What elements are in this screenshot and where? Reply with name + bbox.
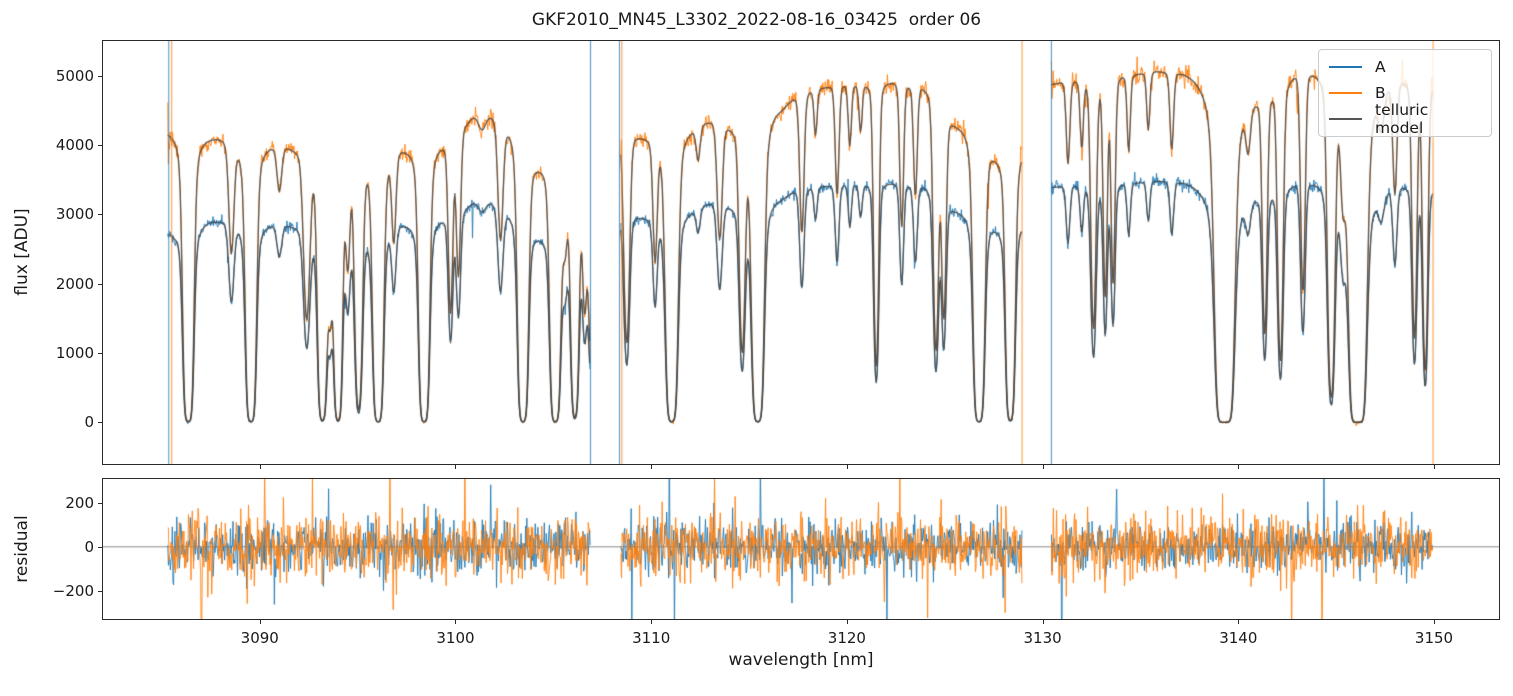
x-tick-mark-flux: [1434, 465, 1436, 469]
legend-label-b: B: [1375, 84, 1386, 102]
x-tick-mark-flux: [651, 465, 653, 469]
x-tick-mark-residual: [846, 620, 848, 624]
y-tick-mark-flux: [98, 283, 102, 285]
y-tick-mark-residual: [98, 590, 102, 592]
legend: A B telluric model: [1318, 49, 1492, 137]
x-tick-mark-residual: [259, 620, 261, 624]
flux-plot-canvas: [103, 41, 1499, 464]
x-tick-mark-flux: [455, 465, 457, 469]
legend-entry-telluric-model: telluric model: [1329, 101, 1481, 137]
y-tick-mark-flux: [98, 75, 102, 77]
y-tick-mark-flux: [98, 353, 102, 355]
residual-axes: [102, 478, 1500, 620]
y-tick-mark-flux: [98, 422, 102, 424]
x-tick-label: 3150: [1414, 629, 1454, 647]
plot-title: GKF2010_MN45_L3302_2022-08-16_03425 orde…: [531, 10, 982, 30]
residual-tick-label: 0: [84, 537, 94, 556]
legend-label-telluric: telluric model: [1375, 101, 1429, 137]
x-tick-mark-flux: [1238, 465, 1240, 469]
x-tick-label: 3100: [436, 629, 475, 647]
x-tick-mark-residual: [1434, 620, 1436, 624]
x-axis-label: wavelength [nm]: [728, 650, 874, 670]
legend-entry-a: A: [1329, 54, 1481, 80]
x-tick-label: 3140: [1219, 629, 1258, 647]
y-tick-mark-flux: [98, 145, 102, 147]
flux-tick-label: 0: [84, 413, 94, 432]
x-tick-mark-flux: [846, 465, 848, 469]
flux-tick-label: 3000: [55, 205, 94, 224]
x-tick-mark-residual: [455, 620, 457, 624]
flux-axes: [102, 40, 1500, 465]
legend-line-swatch-b: [1329, 92, 1362, 94]
x-tick-label: 3130: [1023, 629, 1062, 647]
legend-line-swatch-a: [1329, 66, 1362, 68]
x-tick-mark-residual: [1238, 620, 1240, 624]
residual-plot-canvas: [103, 479, 1499, 619]
flux-axis-label: flux [ADU]: [12, 208, 32, 296]
y-tick-mark-residual: [98, 546, 102, 548]
residual-axis-label: residual: [12, 515, 32, 583]
flux-tick-label: 1000: [55, 344, 94, 363]
flux-tick-label: 4000: [55, 136, 94, 155]
legend-label-a: A: [1375, 58, 1386, 76]
flux-tick-label: 2000: [55, 274, 94, 293]
x-tick-mark-residual: [1042, 620, 1044, 624]
x-tick-mark-residual: [651, 620, 653, 624]
y-tick-mark-flux: [98, 214, 102, 216]
x-tick-mark-flux: [1042, 465, 1044, 469]
x-tick-label: 3090: [240, 629, 279, 647]
residual-tick-label: 200: [65, 494, 94, 513]
legend-line-swatch-telluric: [1329, 118, 1362, 120]
y-tick-mark-residual: [98, 503, 102, 505]
residual-tick-label: −200: [52, 581, 94, 600]
flux-tick-label: 5000: [55, 66, 94, 85]
x-tick-label: 3110: [632, 629, 671, 647]
legend-entry-b: B: [1329, 80, 1481, 106]
x-tick-mark-flux: [259, 465, 261, 469]
x-tick-label: 3120: [827, 629, 866, 647]
